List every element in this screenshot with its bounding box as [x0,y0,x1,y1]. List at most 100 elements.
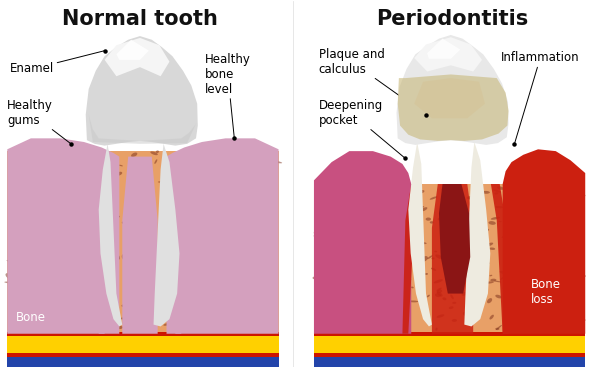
Ellipse shape [543,314,548,319]
Ellipse shape [106,283,111,286]
Polygon shape [432,184,473,334]
Ellipse shape [143,236,150,240]
Ellipse shape [151,151,158,155]
Ellipse shape [581,305,584,308]
Ellipse shape [515,295,521,298]
Ellipse shape [535,223,544,227]
Ellipse shape [131,167,137,173]
Ellipse shape [508,220,515,225]
Ellipse shape [331,260,340,263]
Ellipse shape [55,214,61,217]
Ellipse shape [409,198,412,199]
Ellipse shape [227,231,233,237]
Ellipse shape [26,303,32,308]
Ellipse shape [65,236,71,239]
Ellipse shape [313,276,317,279]
Ellipse shape [199,312,209,315]
Ellipse shape [41,195,44,197]
Ellipse shape [10,269,13,273]
Ellipse shape [392,281,397,284]
Ellipse shape [544,244,546,250]
Ellipse shape [227,191,230,194]
Ellipse shape [352,304,360,308]
Ellipse shape [122,222,125,224]
Ellipse shape [171,249,180,253]
Ellipse shape [163,323,172,326]
Bar [7,332,278,357]
Bar [314,332,585,357]
Polygon shape [314,151,411,334]
Ellipse shape [411,287,414,288]
Ellipse shape [517,286,523,290]
Ellipse shape [203,196,208,198]
Ellipse shape [509,284,514,290]
Ellipse shape [247,196,253,202]
Ellipse shape [489,247,495,250]
Ellipse shape [571,314,577,319]
Ellipse shape [500,271,508,274]
Bar [7,336,278,353]
Ellipse shape [85,306,94,309]
Polygon shape [427,39,460,59]
Ellipse shape [402,316,408,319]
Ellipse shape [194,261,196,263]
Ellipse shape [97,158,103,162]
Ellipse shape [7,260,10,262]
Ellipse shape [79,251,83,254]
Ellipse shape [380,218,387,222]
Ellipse shape [482,191,490,194]
Ellipse shape [30,165,37,167]
Ellipse shape [526,206,535,210]
Ellipse shape [206,306,211,310]
Ellipse shape [547,278,550,280]
Ellipse shape [463,312,468,316]
Ellipse shape [176,208,178,212]
Ellipse shape [382,204,385,207]
Ellipse shape [26,163,31,167]
Ellipse shape [151,316,156,321]
Ellipse shape [578,254,584,256]
Ellipse shape [386,206,390,212]
Ellipse shape [533,265,538,268]
Ellipse shape [328,224,333,228]
Ellipse shape [457,268,461,271]
Ellipse shape [223,276,232,279]
Ellipse shape [109,295,116,297]
Ellipse shape [59,180,64,183]
Ellipse shape [543,230,547,233]
Ellipse shape [8,230,13,234]
Ellipse shape [317,285,325,289]
Ellipse shape [160,296,164,298]
Ellipse shape [494,280,502,282]
Ellipse shape [490,279,496,282]
Ellipse shape [361,256,371,258]
Ellipse shape [53,235,59,241]
Ellipse shape [411,214,417,217]
Ellipse shape [445,232,450,235]
Ellipse shape [264,255,267,256]
Ellipse shape [403,267,408,271]
Ellipse shape [437,217,441,220]
Ellipse shape [224,258,232,261]
Text: Deepening
pocket: Deepening pocket [319,99,406,159]
Ellipse shape [405,256,412,259]
Ellipse shape [72,190,77,194]
Ellipse shape [452,319,457,322]
Ellipse shape [449,272,455,276]
Ellipse shape [431,268,436,271]
Ellipse shape [107,316,113,320]
Ellipse shape [242,297,245,300]
Ellipse shape [362,326,367,331]
Polygon shape [491,184,509,334]
Ellipse shape [481,284,486,286]
Ellipse shape [245,215,250,220]
Ellipse shape [118,255,120,259]
Ellipse shape [449,268,457,273]
Ellipse shape [157,259,165,262]
Polygon shape [122,157,158,334]
Ellipse shape [457,269,462,272]
Ellipse shape [190,192,195,196]
Ellipse shape [397,197,402,202]
Ellipse shape [71,248,80,252]
Ellipse shape [434,279,443,283]
